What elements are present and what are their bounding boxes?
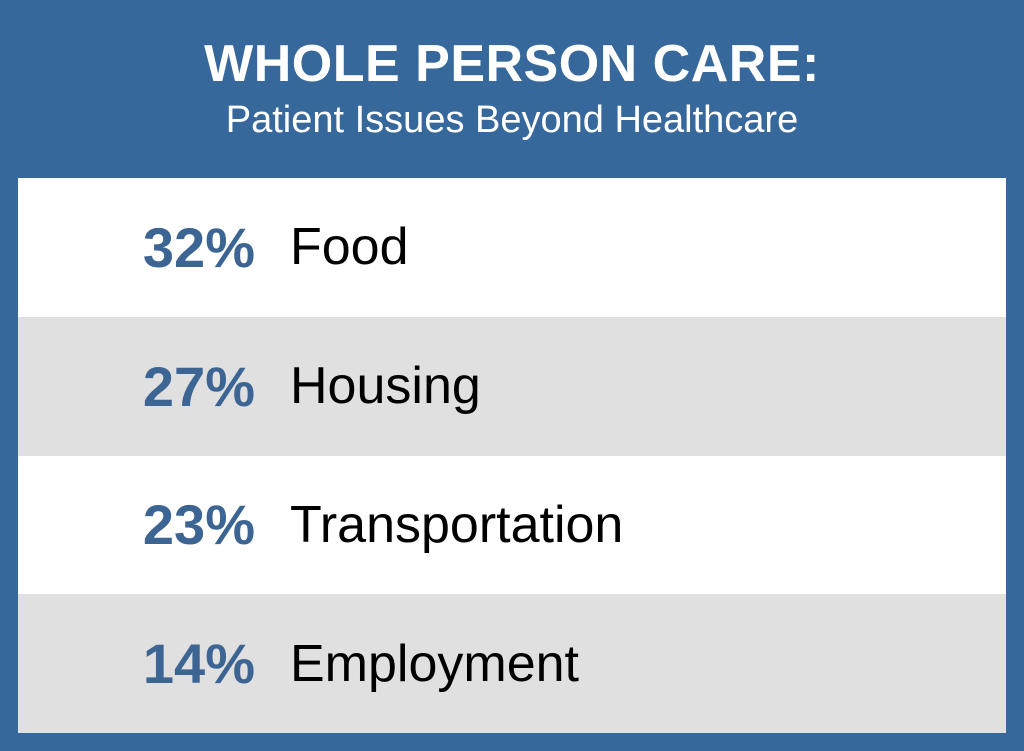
- title: WHOLE PERSON CARE:: [204, 35, 820, 93]
- issue-row: 27% Housing: [18, 316, 1006, 456]
- issue-label: Food: [290, 218, 409, 277]
- issue-percent: 27%: [142, 354, 255, 418]
- issue-percent: 23%: [142, 493, 255, 557]
- issue-percent: 32%: [142, 215, 255, 279]
- issue-row: 14% Employment: [18, 594, 1006, 733]
- issue-row: 23% Transportation: [18, 455, 1006, 595]
- issue-label: Housing: [290, 357, 481, 416]
- issue-label: Employment: [290, 634, 579, 693]
- issue-percent: 14%: [142, 632, 255, 696]
- subtitle: Patient Issues Beyond Healthcare: [225, 99, 799, 141]
- issue-label: Transportation: [290, 495, 624, 554]
- issues-list: 32% Food 27% Housing 23% Transportation 14% Emp…: [18, 178, 1006, 733]
- issue-row: 32% Food: [18, 178, 1006, 317]
